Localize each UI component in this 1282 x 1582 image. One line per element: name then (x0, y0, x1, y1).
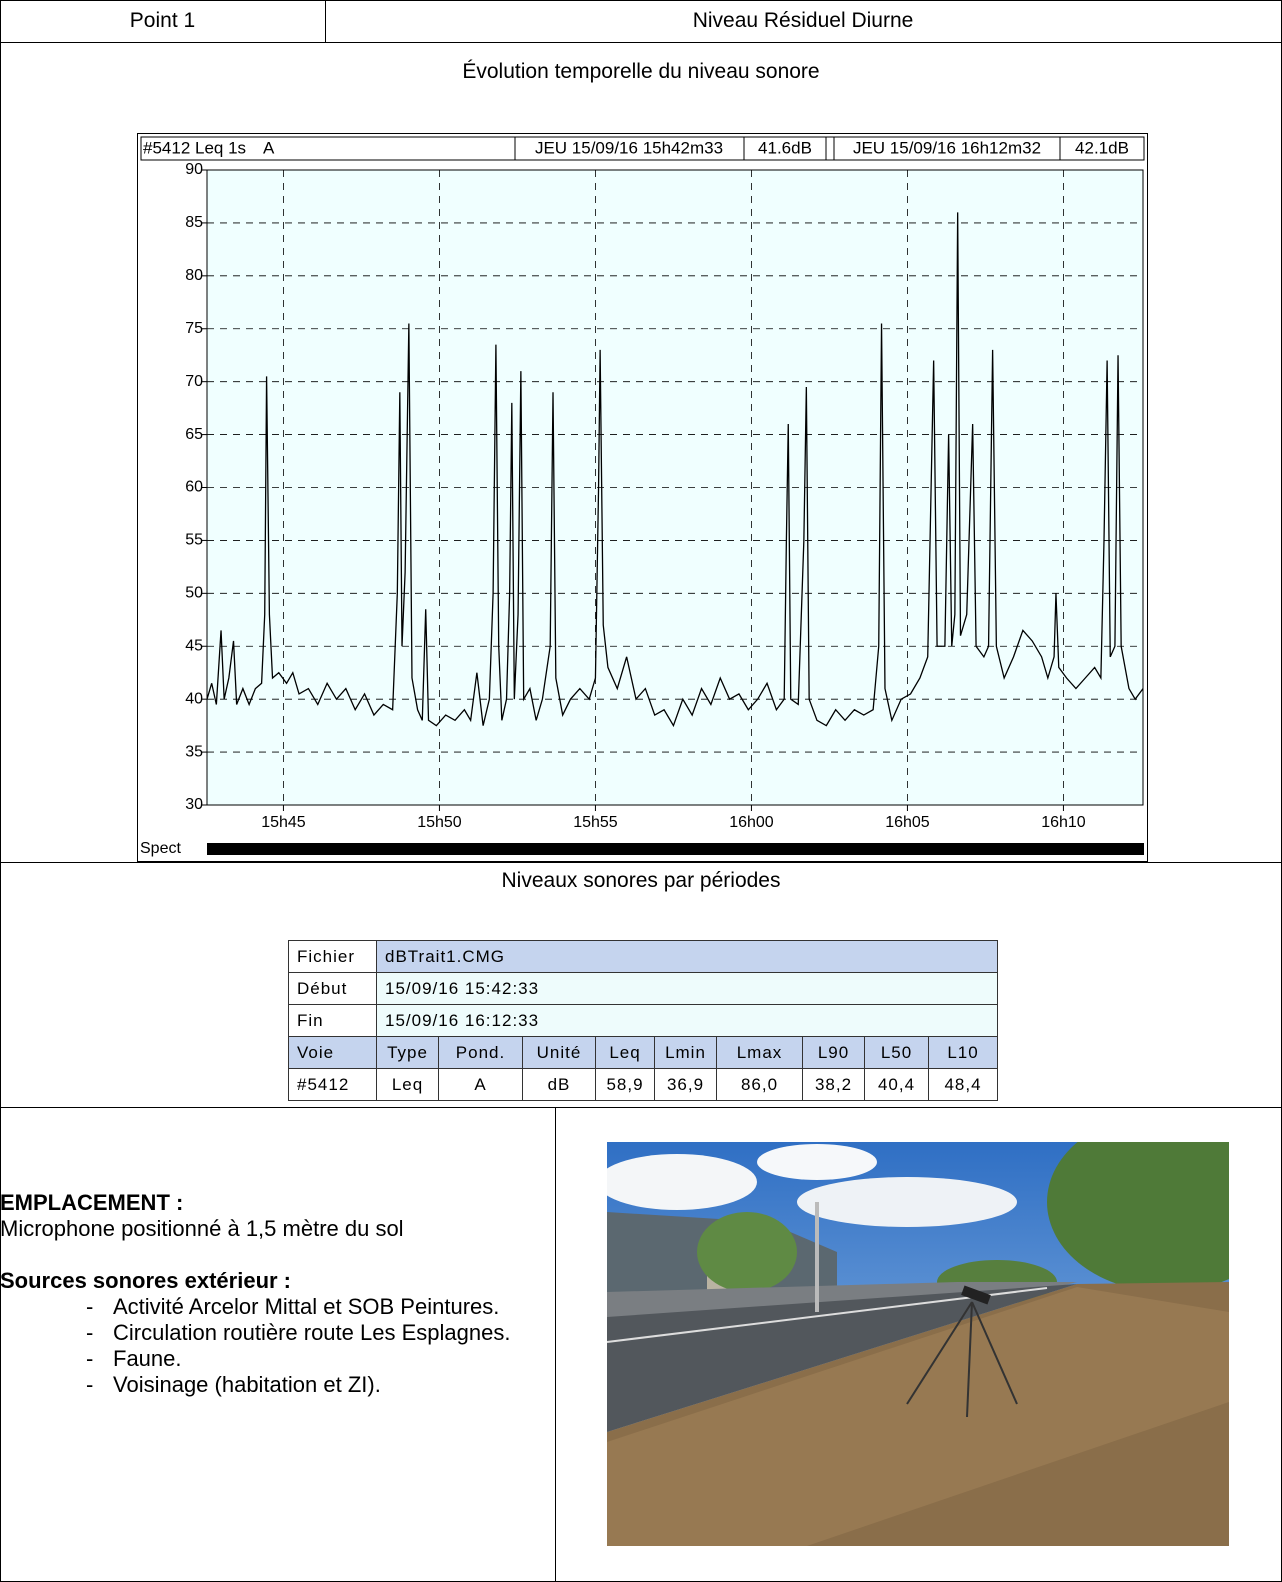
column-header: Leq (596, 1037, 655, 1069)
x-tick-label: 15h50 (417, 814, 462, 831)
y-tick-label: 90 (185, 161, 203, 178)
border (0, 862, 1281, 863)
location-text: Microphone positionné à 1,5 mètre du sol (0, 1216, 545, 1242)
y-tick-label: 30 (185, 796, 203, 813)
source-text: Circulation routière route Les Esplagnes… (113, 1320, 510, 1345)
periods-table: FichierdBTrait1.CMGDébut15/09/16 15:42:3… (288, 940, 998, 1101)
page: Point 1 Niveau Résiduel Diurne Évolution… (0, 0, 1282, 1582)
border (0, 42, 1281, 43)
y-tick-label: 80 (185, 267, 203, 284)
column-header: Pond. (439, 1037, 523, 1069)
bullet: - (86, 1372, 93, 1398)
source-item: -Circulation routière route Les Esplagne… (0, 1320, 545, 1346)
table-cell: #5412 (289, 1069, 377, 1101)
y-tick-label: 40 (185, 690, 203, 707)
column-header: Voie (289, 1037, 377, 1069)
photo (607, 1142, 1229, 1546)
y-tick-label: 65 (185, 426, 203, 443)
table-cell: Leq (377, 1069, 439, 1101)
end-time: JEU 15/09/16 16h12m32 (853, 138, 1041, 157)
point-label: Point 1 (0, 9, 325, 33)
info-row: FichierdBTrait1.CMG (289, 941, 998, 973)
weighting: A (263, 138, 275, 157)
channel: #5412 (143, 138, 190, 157)
info-value: 15/09/16 16:12:33 (377, 1005, 998, 1037)
x-tick-label: 16h10 (1041, 814, 1086, 831)
info-label: Début (289, 973, 377, 1005)
section-title: Évolution temporelle du niveau sonore (0, 60, 1282, 84)
table-cell: 58,9 (596, 1069, 655, 1101)
info-label: Fichier (289, 941, 377, 973)
bullet: - (86, 1320, 93, 1346)
column-header: Unité (523, 1037, 596, 1069)
start-time: JEU 15/09/16 15h42m33 (535, 138, 723, 157)
end-level: 42.1dB (1075, 138, 1129, 157)
y-tick-label: 70 (185, 373, 203, 390)
y-tick-label: 45 (185, 637, 203, 654)
y-tick-label: 50 (185, 585, 203, 602)
info-value: dBTrait1.CMG (377, 941, 998, 973)
header-title: Niveau Résiduel Diurne (325, 9, 1281, 33)
chart: #5412 Leq 1s A JEU 15/09/16 15h42m33 41.… (137, 133, 1148, 862)
table-cell: 86,0 (717, 1069, 803, 1101)
column-header: Type (377, 1037, 439, 1069)
table-cell: 40,4 (865, 1069, 929, 1101)
column-header: L10 (929, 1037, 998, 1069)
section-title: Niveaux sonores par périodes (0, 869, 1282, 893)
sources-heading: Sources sonores extérieur : (0, 1268, 545, 1294)
y-tick-label: 85 (185, 214, 203, 231)
table-cell: 48,4 (929, 1069, 998, 1101)
location: EMPLACEMENT : Microphone positionné à 1,… (0, 1190, 545, 1398)
info-row: Début15/09/16 15:42:33 (289, 973, 998, 1005)
spect-bar (207, 843, 1144, 855)
column-header: L90 (803, 1037, 865, 1069)
info-label: Fin (289, 1005, 377, 1037)
info-row: Fin15/09/16 16:12:33 (289, 1005, 998, 1037)
source-item: -Activité Arcelor Mittal et SOB Peinture… (0, 1294, 545, 1320)
table-cell: 38,2 (803, 1069, 865, 1101)
border (0, 0, 1281, 1)
source-text: Voisinage (habitation et ZI). (113, 1372, 381, 1397)
start-level: 41.6dB (758, 138, 812, 157)
sources-list: -Activité Arcelor Mittal et SOB Peinture… (0, 1294, 545, 1398)
table-cell: 36,9 (655, 1069, 717, 1101)
source-item: -Faune. (0, 1346, 545, 1372)
x-tick-label: 16h05 (885, 814, 930, 831)
bullet: - (86, 1346, 93, 1372)
y-tick-label: 55 (185, 532, 203, 549)
location-heading: EMPLACEMENT : (0, 1190, 545, 1216)
y-tick-label: 75 (185, 320, 203, 337)
x-tick-label: 15h45 (261, 814, 306, 831)
x-tick-label: 15h55 (573, 814, 618, 831)
x-tick-label: 16h00 (729, 814, 774, 831)
spect-label: Spect (140, 840, 181, 857)
source-text: Faune. (113, 1346, 182, 1371)
y-tick-label: 35 (185, 743, 203, 760)
info-value: 15/09/16 15:42:33 (377, 973, 998, 1005)
mode: Leq 1s (195, 138, 246, 157)
column-header: L50 (865, 1037, 929, 1069)
y-tick-label: 60 (185, 479, 203, 496)
table-cell: A (439, 1069, 523, 1101)
data-row: #5412LeqAdB58,936,986,038,240,448,4 (289, 1069, 998, 1101)
header-row: VoieTypePond.UnitéLeqLminLmaxL90L50L10 (289, 1037, 998, 1069)
table-cell: dB (523, 1069, 596, 1101)
source-item: -Voisinage (habitation et ZI). (0, 1372, 545, 1398)
border (0, 1107, 1281, 1108)
source-text: Activité Arcelor Mittal et SOB Peintures… (113, 1294, 499, 1319)
column-header: Lmax (717, 1037, 803, 1069)
bullet: - (86, 1294, 93, 1320)
border (555, 1107, 556, 1582)
column-header: Lmin (655, 1037, 717, 1069)
